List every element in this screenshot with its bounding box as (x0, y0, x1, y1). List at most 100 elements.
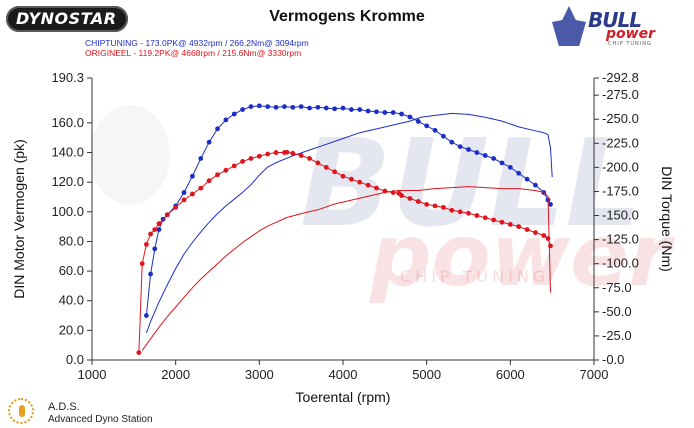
y-right-tick-label: -100.0 (602, 256, 639, 271)
y-axis-left-label: DIN Motor Vermogen (pk) (11, 139, 27, 299)
series-line (145, 112, 553, 334)
data-point (240, 159, 246, 164)
bullpower-logo: BULL power CHIP TUNING (548, 4, 658, 48)
legend-chiptuning: CHIPTUNING - 173.0PK@ 4932rpm / 266.2Nm@… (85, 38, 309, 48)
data-point (143, 313, 149, 318)
y-left-tick-label: 80.0 (59, 233, 84, 248)
data-point (181, 190, 187, 195)
y-right-tick-label: -275.0 (602, 87, 639, 102)
y-right-tick-label: -292.8 (602, 70, 639, 85)
bullpower-logo-power: power (606, 26, 655, 42)
y-left-tick-label: 140.0 (51, 145, 84, 160)
watermark-bull-head (90, 105, 170, 205)
y-right-tick-label: -175.0 (602, 183, 639, 198)
data-point (548, 202, 553, 207)
data-point (265, 151, 271, 157)
data-point (152, 227, 158, 232)
data-point (307, 105, 312, 111)
data-point (457, 209, 463, 215)
x-tick-label: 1000 (78, 367, 107, 382)
data-point (491, 217, 496, 223)
footer-subtitle: Advanced Dyno Station (48, 414, 153, 425)
data-point (449, 207, 455, 213)
data-point (248, 104, 254, 110)
data-point (136, 350, 142, 355)
data-point (482, 153, 488, 158)
data-point (449, 139, 455, 145)
data-point (365, 182, 371, 188)
data-point (507, 164, 513, 170)
y-right-tick-label: -250.0 (602, 111, 639, 126)
data-point (524, 227, 530, 232)
y-right-tick-label: -0.0 (602, 352, 624, 367)
data-point (545, 236, 551, 241)
data-point (231, 111, 237, 117)
data-point (432, 127, 438, 133)
data-point (190, 173, 195, 179)
y-right-tick-label: -50.0 (602, 304, 632, 319)
data-point (415, 119, 421, 124)
y-left-tick-label: 20.0 (59, 322, 84, 337)
data-point (143, 242, 149, 247)
data-point (215, 172, 220, 178)
data-point (290, 150, 296, 156)
data-point (499, 160, 505, 166)
data-point (407, 196, 413, 201)
data-point (357, 179, 363, 185)
data-point (348, 107, 354, 112)
footer-brand: A.D.S. (48, 401, 80, 413)
legend-origineel: ORIGINEEL - 119.2PK@ 4668rpm / 215.6Nm@ … (85, 48, 302, 58)
x-tick-label: 7000 (580, 367, 609, 382)
data-point (374, 109, 379, 115)
data-point (533, 182, 538, 188)
data-point (156, 227, 162, 232)
data-point (390, 110, 396, 115)
x-tick-label: 2000 (161, 367, 190, 382)
y-left-tick-label: 100.0 (51, 204, 84, 219)
data-point (466, 147, 471, 152)
data-point (516, 170, 522, 176)
data-point (457, 144, 463, 150)
data-point (399, 111, 404, 117)
data-point (198, 185, 204, 191)
data-point (206, 139, 212, 145)
data-point (533, 230, 538, 235)
data-point (164, 212, 170, 218)
y-left-tick-label: 60.0 (59, 263, 84, 278)
ads-logo-icon (8, 398, 34, 424)
data-point (173, 204, 179, 210)
bullpower-logo-bull: BULL (588, 8, 642, 32)
data-point (332, 169, 338, 175)
chart-curves (136, 103, 553, 355)
data-point (298, 153, 304, 158)
data-point (206, 178, 212, 184)
data-point (365, 108, 371, 114)
y-right-tick-label: -75.0 (602, 280, 632, 295)
watermark-tagline: CHIP TUNING (400, 267, 549, 286)
data-point (315, 160, 321, 166)
data-point (139, 261, 145, 267)
dynostar-logo: DYNOSTAR (6, 6, 128, 32)
data-point (323, 105, 329, 111)
data-point (156, 221, 162, 227)
x-tick-label: 4000 (329, 367, 358, 382)
data-point (499, 219, 505, 225)
data-point (407, 114, 413, 120)
y-right-tick-label: -200.0 (602, 159, 639, 174)
data-point (357, 107, 363, 112)
data-point (424, 202, 430, 207)
y-right-tick-label: -225.0 (602, 135, 639, 150)
data-point (256, 103, 262, 109)
legend: CHIPTUNING - 173.0PK@ 4932rpm / 266.2Nm@… (85, 38, 309, 58)
data-point (307, 156, 312, 161)
watermark-bull: BULL (300, 115, 642, 254)
data-point (507, 222, 513, 227)
x-tick-label: 6000 (496, 367, 525, 382)
data-point (491, 156, 496, 161)
data-point (231, 163, 237, 169)
data-point (340, 105, 346, 111)
data-point (466, 210, 471, 216)
y-left-tick-label: 0.0 (66, 352, 84, 367)
